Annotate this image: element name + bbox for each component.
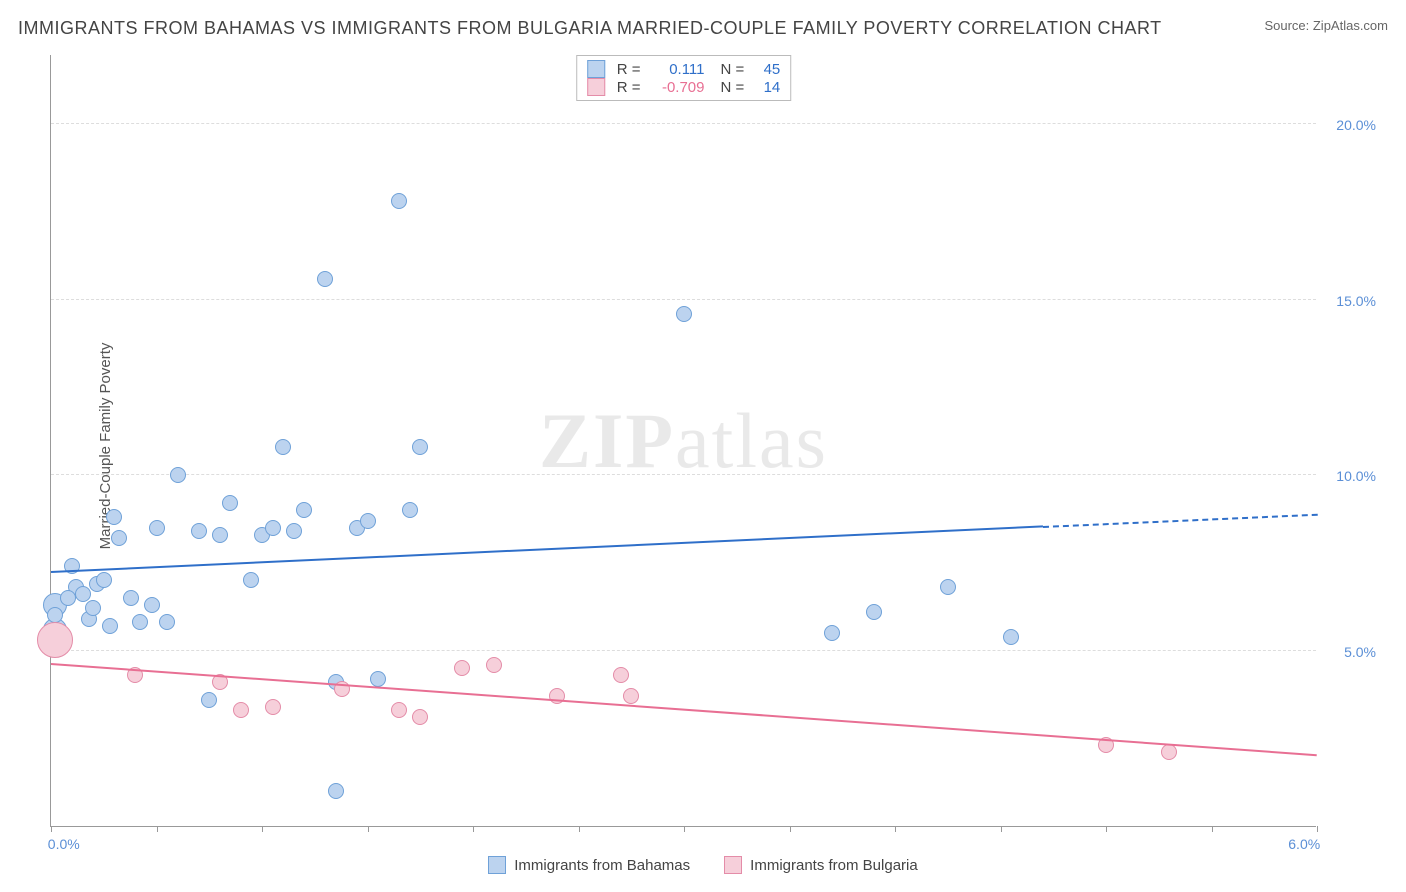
y-tick-label: 10.0% <box>1336 468 1376 484</box>
x-tick <box>157 826 158 832</box>
data-point-bahamas <box>111 530 127 546</box>
data-point-bahamas <box>370 671 386 687</box>
data-point-bahamas <box>1003 629 1019 645</box>
data-point-bulgaria <box>412 709 428 725</box>
data-point-bahamas <box>317 271 333 287</box>
legend-bottom-item: Immigrants from Bahamas <box>488 856 690 874</box>
x-tick <box>579 826 580 832</box>
data-point-bulgaria <box>486 657 502 673</box>
legend-r-label: R = <box>617 61 641 78</box>
y-tick-label: 5.0% <box>1344 644 1376 660</box>
legend-n-label: N = <box>721 79 745 96</box>
data-point-bulgaria <box>265 699 281 715</box>
x-tick-label: 6.0% <box>1288 836 1320 852</box>
legend-bottom-item: Immigrants from Bulgaria <box>724 856 918 874</box>
data-point-bahamas <box>412 439 428 455</box>
data-point-bulgaria <box>454 660 470 676</box>
legend-n-value: 14 <box>752 79 780 96</box>
data-point-bahamas <box>170 467 186 483</box>
data-point-bahamas <box>75 586 91 602</box>
title-bar: IMMIGRANTS FROM BAHAMAS VS IMMIGRANTS FR… <box>18 18 1388 39</box>
data-point-bahamas <box>60 590 76 606</box>
data-point-bahamas <box>328 783 344 799</box>
data-point-bahamas <box>296 502 312 518</box>
x-tick <box>51 826 52 832</box>
legend-r-value: 0.111 <box>649 61 705 78</box>
data-point-bahamas <box>191 523 207 539</box>
data-point-bahamas <box>676 306 692 322</box>
data-point-bahamas <box>275 439 291 455</box>
watermark-light: atlas <box>675 397 828 484</box>
source-credit: Source: ZipAtlas.com <box>1264 18 1388 33</box>
legend-swatch <box>587 60 605 78</box>
x-tick <box>684 826 685 832</box>
regression-line-dash-bahamas <box>1043 513 1317 527</box>
data-point-bahamas <box>360 513 376 529</box>
data-point-bulgaria <box>233 702 249 718</box>
data-point-bahamas <box>85 600 101 616</box>
x-tick <box>1317 826 1318 832</box>
watermark-bold: ZIP <box>539 397 675 484</box>
data-point-bahamas <box>866 604 882 620</box>
data-point-bulgaria <box>391 702 407 718</box>
legend-bottom-label: Immigrants from Bahamas <box>514 857 690 874</box>
y-tick-label: 20.0% <box>1336 117 1376 133</box>
x-tick <box>1106 826 1107 832</box>
legend-n-value: 45 <box>752 61 780 78</box>
legend-swatch <box>587 78 605 96</box>
source-value: ZipAtlas.com <box>1313 18 1388 33</box>
legend-r-label: R = <box>617 79 641 96</box>
data-point-bulgaria <box>623 688 639 704</box>
legend-r-value: -0.709 <box>649 79 705 96</box>
gridline <box>51 123 1316 124</box>
data-point-bahamas <box>940 579 956 595</box>
data-point-bahamas <box>149 520 165 536</box>
chart-title: IMMIGRANTS FROM BAHAMAS VS IMMIGRANTS FR… <box>18 18 1162 39</box>
x-tick <box>790 826 791 832</box>
x-tick <box>1212 826 1213 832</box>
data-point-bahamas <box>132 614 148 630</box>
legend-swatch <box>724 856 742 874</box>
y-tick-label: 15.0% <box>1336 293 1376 309</box>
data-point-bahamas <box>265 520 281 536</box>
legend-swatch <box>488 856 506 874</box>
data-point-bahamas <box>159 614 175 630</box>
x-tick <box>473 826 474 832</box>
plot-area: ZIPatlas R =0.111N =45R =-0.709N =14 5.0… <box>50 55 1316 827</box>
watermark: ZIPatlas <box>539 396 828 486</box>
data-point-bahamas <box>391 193 407 209</box>
data-point-bahamas <box>286 523 302 539</box>
data-point-bahamas <box>201 692 217 708</box>
legend-bottom-label: Immigrants from Bulgaria <box>750 857 918 874</box>
data-point-bulgaria <box>37 622 73 658</box>
data-point-bulgaria <box>1161 744 1177 760</box>
data-point-bahamas <box>123 590 139 606</box>
gridline <box>51 299 1316 300</box>
data-point-bahamas <box>96 572 112 588</box>
data-point-bahamas <box>106 509 122 525</box>
x-tick <box>262 826 263 832</box>
source-label: Source: <box>1264 18 1312 33</box>
gridline <box>51 650 1316 651</box>
data-point-bulgaria <box>613 667 629 683</box>
data-point-bahamas <box>402 502 418 518</box>
legend-top-row: R = -0.709 N = 14 <box>587 78 781 96</box>
legend-bottom: Immigrants from Bahamas Immigrants from B… <box>0 856 1406 874</box>
data-point-bahamas <box>212 527 228 543</box>
data-point-bahamas <box>222 495 238 511</box>
legend-n-label: N = <box>721 61 745 78</box>
data-point-bahamas <box>243 572 259 588</box>
data-point-bahamas <box>824 625 840 641</box>
data-point-bahamas <box>102 618 118 634</box>
gridline <box>51 474 1316 475</box>
x-tick <box>368 826 369 832</box>
x-tick <box>895 826 896 832</box>
x-tick <box>1001 826 1002 832</box>
data-point-bahamas <box>144 597 160 613</box>
x-tick-label: 0.0% <box>48 836 80 852</box>
legend-top-row: R = 0.111 N = 45 <box>587 60 781 78</box>
legend-top: R = 0.111 N = 45 R = -0.709 N = 14 <box>576 55 792 101</box>
